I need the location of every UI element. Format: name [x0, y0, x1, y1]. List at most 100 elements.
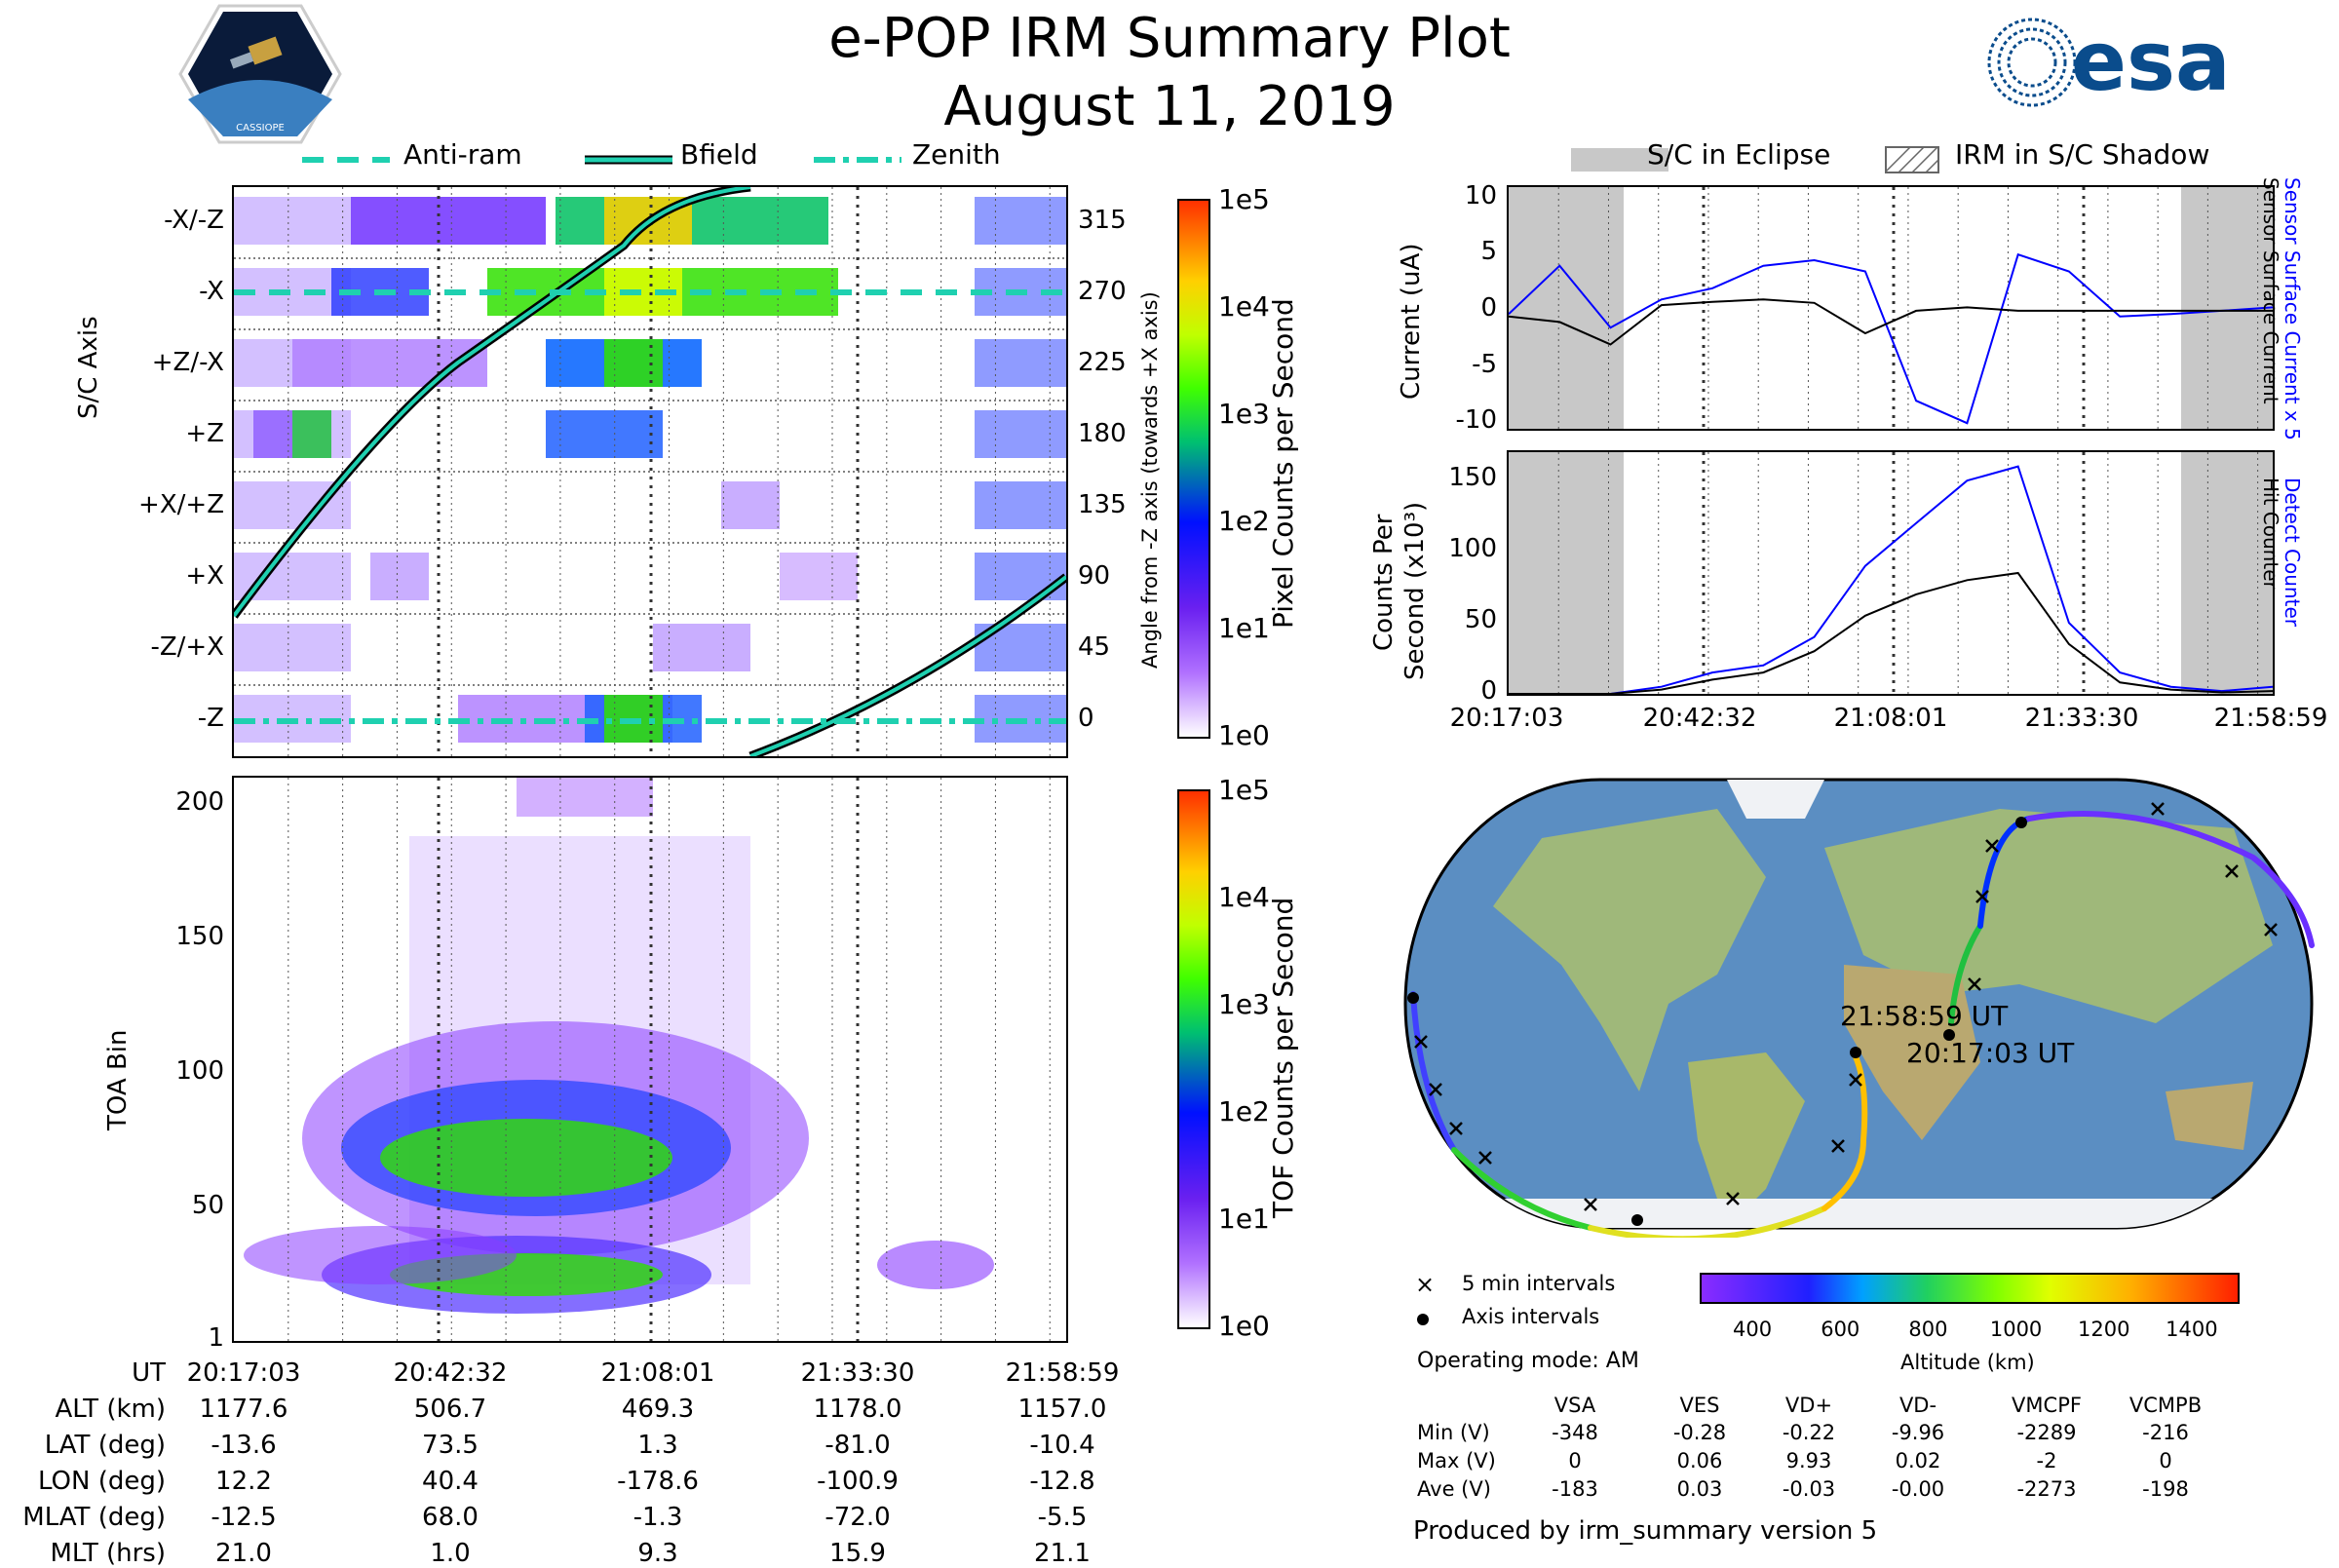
voltage-header: VES [1679, 1394, 1720, 1417]
orbit-cell: 1.3 [637, 1431, 678, 1460]
voltage-header: VCMPB [2128, 1394, 2203, 1417]
pixel-axis-label: -X/-Z [164, 205, 224, 235]
eclipse-region [1509, 452, 1624, 694]
pixel-band-5 [234, 551, 1066, 604]
pixel-right-label: Angle from -Z axis (towards +X axis) [1138, 291, 1162, 669]
orbit-row-label: LAT (deg) [44, 1431, 166, 1460]
counts-plot [1507, 450, 2275, 696]
pixel-axis-label: +X [185, 560, 224, 591]
footer-text: Produced by irm_summary version 5 [1413, 1516, 1878, 1546]
orbit-cell: 20:42:32 [393, 1358, 508, 1388]
voltage-cell: -216 [2142, 1421, 2189, 1444]
voltage-row-label: Min (V) [1417, 1421, 1490, 1444]
voltage-cell: -0.22 [1782, 1421, 1836, 1444]
pixel-cb-label: Pixel Counts per Second [1267, 298, 1299, 629]
altitude-tick: 400 [1733, 1318, 1773, 1341]
voltage-cell: -183 [1552, 1477, 1598, 1501]
legend-x-icon: × [1415, 1271, 1436, 1298]
bfield-line [234, 187, 751, 618]
toa-cb-tick: 1e5 [1218, 774, 1270, 806]
altitude-label: Altitude (km) [1900, 1351, 2035, 1374]
voltage-row-label: Max (V) [1417, 1449, 1496, 1472]
current-plot-svg [1509, 187, 2273, 429]
orbit-row-label: LON (deg) [37, 1467, 166, 1496]
orbit-row-label: MLT (hrs) [50, 1539, 167, 1568]
toa-cb-tick: 1e4 [1218, 881, 1270, 913]
pixel-axis-label: +X/+Z [138, 489, 224, 519]
current-right-black: Sensor Surface Current [2259, 177, 2282, 404]
orbit-cell: -12.8 [1029, 1467, 1095, 1496]
orbit-cell: -178.6 [617, 1467, 699, 1496]
pixel-cb-tick: 1e4 [1218, 290, 1270, 323]
orbit-cell: 21.0 [215, 1539, 272, 1568]
counts-xtick: 21:33:30 [2024, 704, 2139, 733]
toa-ytick: 50 [191, 1191, 224, 1221]
voltage-cell: -198 [2142, 1477, 2189, 1501]
orbit-map [1403, 778, 2315, 1238]
counts-ytick: 50 [1464, 605, 1497, 635]
counts-ylabel-1: Counts Per [1369, 514, 1399, 651]
current-plot [1507, 185, 2275, 431]
legend-axis-intervals: Axis intervals [1462, 1305, 1600, 1328]
current-ylabel: Current (uA) [1397, 243, 1426, 400]
page-date: August 11, 2019 [943, 75, 1396, 138]
toa-heatmap [232, 776, 1068, 1343]
counts-ytick: 100 [1448, 534, 1497, 564]
voltage-cell: -0.03 [1782, 1477, 1836, 1501]
counts-xtick: 20:42:32 [1642, 704, 1757, 733]
orbit-cell: -1.3 [633, 1503, 683, 1532]
orbit-cell: 21:58:59 [1005, 1358, 1120, 1388]
current-right-blue: Sensor Surface Current x 5 [2281, 177, 2304, 440]
toa-cb-tick: 1e2 [1218, 1095, 1270, 1128]
orbit-cell: 68.0 [422, 1503, 479, 1532]
pixel-axis-label: -Z/+X [150, 631, 224, 662]
orbit-cell: -10.4 [1029, 1431, 1095, 1460]
pixel-cb-tick: 1e0 [1218, 719, 1270, 751]
altitude-tick: 600 [1821, 1318, 1860, 1341]
legend-dot-icon [1417, 1314, 1429, 1325]
pixel-angle-label: 315 [1078, 205, 1127, 235]
counts-ytick: 0 [1480, 676, 1497, 706]
altitude-tick: 800 [1908, 1318, 1948, 1341]
pixel-axis-label: -Z [197, 703, 224, 733]
page-title: e-POP IRM Summary Plot [828, 7, 1511, 70]
orbit-cell: 1178.0 [813, 1395, 902, 1424]
orbit-cell: 40.4 [422, 1467, 479, 1496]
voltage-cell: 0.02 [1895, 1449, 1941, 1472]
counts-plot-svg [1509, 452, 2273, 694]
orbit-cell: -5.5 [1037, 1503, 1088, 1532]
voltage-header: VD+ [1784, 1394, 1833, 1417]
orbit-cell: 15.9 [829, 1539, 886, 1568]
orbit-row-label: UT [132, 1358, 166, 1388]
counts-xtick: 21:08:01 [1833, 704, 1948, 733]
current-ytick: 0 [1480, 292, 1497, 323]
legend-eclipse: S/C in Eclipse [1647, 138, 1831, 171]
toa-colorbar [1177, 789, 1210, 1329]
orbit-cell: 469.3 [621, 1395, 695, 1424]
voltage-cell: -9.96 [1891, 1421, 1945, 1444]
toa-heatmap-svg [234, 778, 1066, 1341]
counts-xtick: 21:58:59 [2213, 704, 2328, 733]
voltage-header: VMCPF [2012, 1394, 2082, 1417]
orbit-cell: 21:08:01 [600, 1358, 715, 1388]
toa-cb-label: TOF Counts per Second [1267, 897, 1299, 1218]
toa-ylabel: TOA Bin [103, 1029, 133, 1130]
voltage-cell: -2 [2036, 1449, 2057, 1472]
voltage-cell: -2289 [2016, 1421, 2077, 1444]
orbit-cell: -81.0 [824, 1431, 891, 1460]
pixel-angle-label: 90 [1078, 560, 1111, 591]
toa-ytick: 1 [208, 1323, 224, 1353]
orbit-cell: 506.7 [413, 1395, 487, 1424]
voltage-cell: 0.06 [1676, 1449, 1723, 1472]
current-ytick: 5 [1480, 237, 1497, 267]
orbit-cell: 12.2 [215, 1467, 272, 1496]
esa-wordmark: esa [2071, 14, 2231, 109]
toa-cb-tick: 1e0 [1218, 1310, 1270, 1342]
orbit-cell: -13.6 [211, 1431, 277, 1460]
voltage-cell: 0.03 [1676, 1477, 1723, 1501]
pixel-angle-label: 180 [1078, 418, 1127, 448]
altitude-tick: 1200 [2078, 1318, 2130, 1341]
map-land [1405, 780, 2312, 1228]
map-end-label: 21:58:59 UT [1840, 1000, 2009, 1032]
legend-shadow: IRM in S/C Shadow [1955, 138, 2210, 171]
